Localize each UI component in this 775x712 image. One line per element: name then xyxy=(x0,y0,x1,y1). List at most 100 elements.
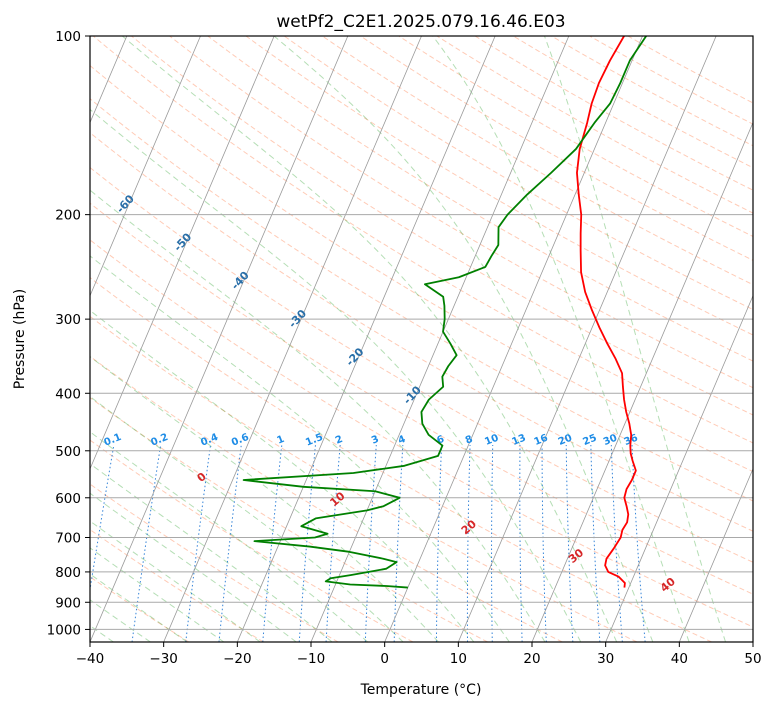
isotherm-line xyxy=(457,36,717,642)
isotherm-label: -80 xyxy=(0,116,22,140)
moist-adiabat-line xyxy=(90,547,225,642)
dry-adiabat-line xyxy=(512,36,753,169)
y-tick-label: 1000 xyxy=(47,622,81,638)
dry-adiabat-line xyxy=(207,36,753,362)
mixing-ratio-line xyxy=(393,445,404,642)
dry-adiabat-line xyxy=(551,36,753,147)
y-tick-label: 200 xyxy=(55,208,81,224)
mixing-ratio-line xyxy=(590,445,601,642)
moist-adiabat-line xyxy=(90,395,404,642)
y-tick-label: 100 xyxy=(55,29,81,45)
y-axis-label: Pressure (hPa) xyxy=(12,289,28,389)
dry-adiabat-line xyxy=(90,276,712,642)
moist-adiabat-line xyxy=(90,492,297,642)
mixing-ratio-line xyxy=(131,444,162,642)
isotherm-line xyxy=(531,121,753,642)
mixing-ratio-label: 13 xyxy=(511,433,528,448)
mixing-ratio-line xyxy=(325,445,341,642)
moist-adiabat-line xyxy=(90,255,510,642)
dry-adiabat-line xyxy=(90,483,339,642)
dry-adiabat-line xyxy=(92,36,753,444)
isotherm-line xyxy=(310,36,570,642)
x-tick-label: −20 xyxy=(223,651,252,667)
moist-adiabat-line xyxy=(90,431,368,642)
mixing-ratio-label: 2 xyxy=(334,434,345,447)
moist-adiabat-line xyxy=(121,36,618,642)
moist-adiabat-line xyxy=(90,520,261,642)
y-tick-label: 700 xyxy=(55,531,81,547)
y-tick-label: 300 xyxy=(55,312,81,328)
x-tick-label: −30 xyxy=(149,651,178,667)
x-tick-label: −40 xyxy=(76,651,105,667)
mixing-ratio-label: 0.4 xyxy=(199,432,220,449)
mixing-ratio-label: 6 xyxy=(435,434,446,447)
mixing-ratio-line xyxy=(218,444,242,642)
isotherm-label: -50 xyxy=(171,230,194,254)
mixing-ratio-label: 20 xyxy=(557,433,574,448)
pseudo-adiabat-label: 10 xyxy=(327,489,347,509)
dry-adiabat-line xyxy=(474,36,753,191)
dry-adiabat-line xyxy=(589,36,753,125)
dry-adiabat-line xyxy=(360,36,753,261)
moist-adiabat-line xyxy=(90,189,546,642)
mixing-ratio-label: 16 xyxy=(533,433,550,448)
dry-adiabat-line xyxy=(436,36,753,214)
mixing-ratio-label: 0.1 xyxy=(103,432,124,449)
dry-adiabat-line xyxy=(90,396,488,642)
mixing-ratio-label: 30 xyxy=(602,433,619,448)
moist-adiabat-line xyxy=(544,36,727,642)
mixing-ratio-line xyxy=(466,445,471,642)
isotherm-label: -30 xyxy=(286,307,309,331)
pseudo-adiabat-label: 40 xyxy=(658,575,678,595)
dry-adiabat-line xyxy=(131,36,753,416)
y-tick-label: 900 xyxy=(55,595,81,611)
mixing-ratio-label: 10 xyxy=(483,433,500,448)
isotherm-label: -10 xyxy=(401,383,424,407)
x-tick-label: 40 xyxy=(671,651,688,667)
x-tick-label: 0 xyxy=(380,651,389,667)
dry-adiabat-line xyxy=(90,98,753,502)
mixing-ratio-line xyxy=(435,445,443,642)
y-tick-label: 800 xyxy=(55,565,81,581)
y-tick-label: 400 xyxy=(55,386,81,402)
dry-adiabat-line xyxy=(169,36,753,389)
dry-adiabat-line xyxy=(90,166,753,563)
mixing-ratio-line xyxy=(298,445,316,642)
dewpoint-profile xyxy=(242,36,647,589)
moist-adiabat-line xyxy=(90,309,475,642)
dry-adiabat-line xyxy=(90,529,264,642)
isotherm-label: -70 xyxy=(56,154,79,178)
isotherm-line xyxy=(752,640,753,642)
dry-adiabat-line xyxy=(245,36,753,336)
isotherm-line xyxy=(236,36,496,642)
mixing-ratio-label: 8 xyxy=(464,434,475,447)
pseudo-adiabat-label: 20 xyxy=(459,517,479,537)
isotherm-line xyxy=(605,294,753,642)
axes: −40 −30 −20 −10 0 10 20 30 40 5010020030040050060… xyxy=(47,29,762,667)
chart-title: wetPf2_C2E1.2025.079.16.46.E03 xyxy=(276,12,565,32)
mixing-ratio-label: 4 xyxy=(397,434,408,447)
dry-adiabat-line xyxy=(90,64,753,473)
mixing-ratio-line xyxy=(565,445,574,642)
mixing-ratio-label: 1 xyxy=(276,434,287,447)
mixing-ratio-label: 0.6 xyxy=(230,432,251,449)
isotherm-label: -20 xyxy=(343,345,366,369)
isotherm-line xyxy=(678,467,753,642)
temperature-profile xyxy=(576,36,637,588)
mixing-ratio-label: 0.2 xyxy=(149,432,170,449)
isotherm-line xyxy=(90,36,201,297)
mixing-ratio-line xyxy=(90,444,115,593)
dry-adiabat-line xyxy=(90,315,638,642)
mixing-ratio-line xyxy=(541,445,547,642)
mixing-ratio-label: 3 xyxy=(370,434,381,447)
mixing-ratio-line xyxy=(364,445,377,642)
x-tick-label: 10 xyxy=(450,651,467,667)
dry-adiabat-line xyxy=(90,202,753,595)
moist-adiabat-line xyxy=(432,36,690,642)
moist-adiabat-line xyxy=(90,573,188,642)
x-tick-label: 30 xyxy=(597,651,614,667)
moist-adiabat-line xyxy=(90,463,333,642)
x-tick-label: −10 xyxy=(297,651,326,667)
